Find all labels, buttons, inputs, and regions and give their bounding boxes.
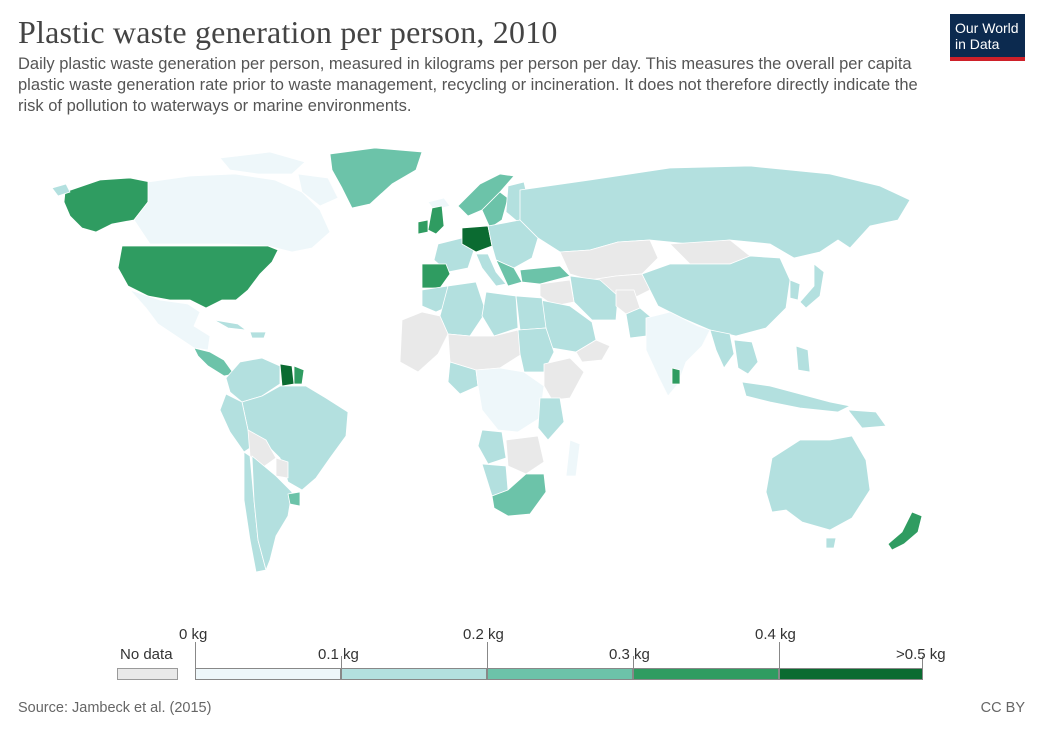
region-india [645, 311, 711, 397]
region-china [641, 255, 791, 337]
region-uruguay [287, 491, 301, 507]
region-iraq-syria [539, 279, 575, 307]
region-sweden [481, 191, 509, 229]
region-angola [477, 429, 507, 465]
region-korea [789, 279, 801, 301]
region-guyana [279, 363, 295, 387]
region-hispaniola [249, 331, 267, 339]
region-madagascar [565, 439, 581, 477]
legend-bin-0-0.1 [195, 668, 341, 680]
region-italy [475, 253, 507, 287]
region-libya [481, 291, 519, 337]
world-map [51, 147, 923, 573]
region-cuba [213, 319, 247, 331]
region-iceland [427, 197, 451, 211]
map-legend: No data 0 kg 0.2 kg 0.4 kg 0.1 kg 0.3 kg… [0, 620, 1043, 690]
region-colombia-venezuela [225, 357, 281, 403]
region-sri-lanka [671, 367, 681, 385]
region-malaysia-indonesia [741, 381, 851, 413]
region-mexico [129, 289, 211, 351]
region-greenland [329, 147, 423, 209]
legend-label-0.4: 0.4 kg [755, 626, 796, 643]
legend-bin-0.1-0.2 [341, 668, 487, 680]
region-yemen-oman [575, 339, 611, 363]
region-usa [117, 245, 279, 309]
region-png [847, 409, 887, 429]
region-suriname [293, 365, 305, 385]
region-ethiopia-somalia [543, 357, 585, 401]
region-alaska [63, 177, 151, 233]
legend-tick-0 [195, 642, 196, 668]
legend-tick-0.3 [633, 656, 634, 668]
region-central-america [193, 347, 235, 377]
logo-line-2: in Data [955, 36, 1000, 52]
legend-label-0.1: 0.1 kg [318, 646, 359, 663]
region-central-africa [475, 367, 545, 433]
chart-subtitle: Daily plastic waste generation per perso… [18, 55, 918, 115]
logo-line-1: Our World [955, 20, 1019, 36]
legend-tick-0.2 [487, 642, 488, 668]
region-alaska-islands [51, 183, 71, 197]
legend-tick-0.1 [341, 656, 342, 668]
region-norway [457, 173, 515, 217]
region-west-africa [399, 311, 449, 373]
region-algeria [439, 281, 487, 337]
region-tasmania [825, 537, 837, 549]
region-ireland [417, 219, 429, 235]
region-paraguay [275, 457, 289, 479]
legend-tick-0.5 [922, 656, 923, 668]
region-germany [461, 225, 493, 253]
region-turkey [519, 265, 571, 285]
chart-title: Plastic waste generation per person, 201… [18, 14, 558, 50]
legend-label-0.3: 0.3 kg [609, 646, 650, 663]
source-note[interactable]: Source: Jambeck et al. (2015) [18, 700, 212, 716]
region-sahel [447, 329, 523, 371]
region-australia [765, 435, 871, 531]
region-philippines [795, 345, 811, 373]
region-argentina [251, 455, 293, 571]
legend-no-data-swatch [117, 668, 178, 680]
region-uk [427, 205, 445, 235]
owid-logo[interactable]: Our World in Data [950, 14, 1025, 61]
region-canada-arctic [219, 151, 306, 175]
region-south-africa [491, 473, 547, 517]
region-egypt [515, 295, 547, 331]
region-southern-africa-interior [505, 435, 545, 475]
region-japan [799, 263, 825, 309]
legend-bin-0.4-0.5 [779, 668, 923, 680]
region-east-africa [537, 397, 565, 441]
license-link[interactable]: CC BY [980, 700, 1025, 716]
region-nigeria [447, 361, 479, 395]
region-baffin [297, 173, 339, 207]
legend-no-data-label: No data [120, 646, 173, 663]
region-canada [133, 173, 331, 253]
region-iberia [421, 263, 451, 289]
region-bangladesh-myanmar [709, 329, 735, 369]
legend-label-0.5: >0.5 kg [896, 646, 946, 663]
legend-label-0.2: 0.2 kg [463, 626, 504, 643]
legend-bin-0.2-0.3 [487, 668, 633, 680]
legend-tick-0.4 [779, 642, 780, 668]
region-southeast-asia [733, 339, 759, 375]
legend-label-0: 0 kg [179, 626, 208, 643]
legend-bin-0.3-0.4 [633, 668, 779, 680]
region-new-zealand [887, 511, 923, 551]
